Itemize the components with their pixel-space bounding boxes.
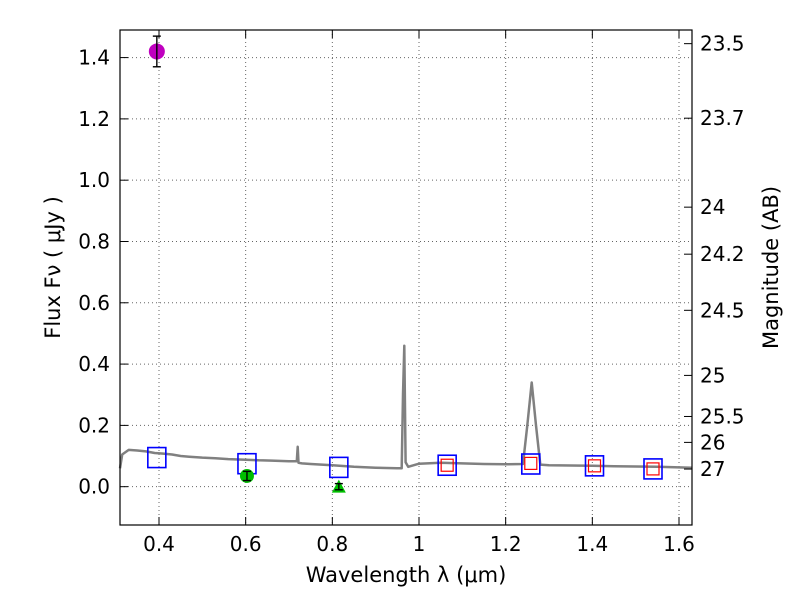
model-photometry-box (584, 455, 605, 477)
y-tick-label: 0.2 (78, 413, 110, 437)
magnitude-tick-label: 24.5 (700, 298, 745, 322)
x-tick-label: 1.6 (663, 532, 695, 556)
y-tick-label: 0.0 (78, 475, 110, 499)
magnitude-tick-label: 24.2 (700, 242, 745, 266)
y-axis-label: Flux Fν ( μJy ) (41, 196, 65, 339)
y-tick-label: 1.0 (78, 168, 110, 192)
x-tick-label: 1.4 (576, 532, 608, 556)
model-photometry-box (329, 456, 349, 479)
x-tick-label: 0.4 (143, 532, 175, 556)
magnitude-tick-label: 23.5 (700, 32, 745, 56)
y-tick-label: 1.2 (78, 107, 110, 131)
x-tick-label: 1 (413, 532, 426, 556)
model-photometry-box (147, 446, 167, 469)
y-tick-label: 0.6 (78, 291, 110, 315)
y-tick-label: 0.8 (78, 229, 110, 253)
model-photometry-box (437, 454, 457, 477)
magnitude-tick-label: 23.7 (700, 106, 745, 130)
magnitude-tick-label: 27 (700, 457, 725, 481)
model-photometry-box (643, 458, 663, 480)
y-tick-label: 1.4 (78, 46, 110, 70)
observed-photometry-box (646, 462, 660, 476)
x-axis-label: Wavelength λ (μm) (306, 563, 507, 587)
magnitude-axis-label: Magnitude (AB) (759, 186, 783, 349)
magnitude-tick-label: 25 (700, 363, 725, 387)
magnitude-tick-label: 25.5 (700, 404, 745, 428)
magnitude-tick-label: 24 (700, 195, 725, 219)
y-tick-label: 0.4 (78, 352, 110, 376)
x-tick-label: 0.6 (230, 532, 262, 556)
x-tick-label: 1.2 (490, 532, 522, 556)
observed-photometry-box (524, 456, 538, 470)
observed-photometry-box (587, 459, 602, 473)
x-tick-label: 0.8 (316, 532, 348, 556)
plot-frame (119, 29, 693, 526)
observed-photometry-box (440, 458, 454, 472)
model-photometry-box (520, 453, 541, 475)
magnitude-tick-label: 26 (700, 430, 725, 454)
